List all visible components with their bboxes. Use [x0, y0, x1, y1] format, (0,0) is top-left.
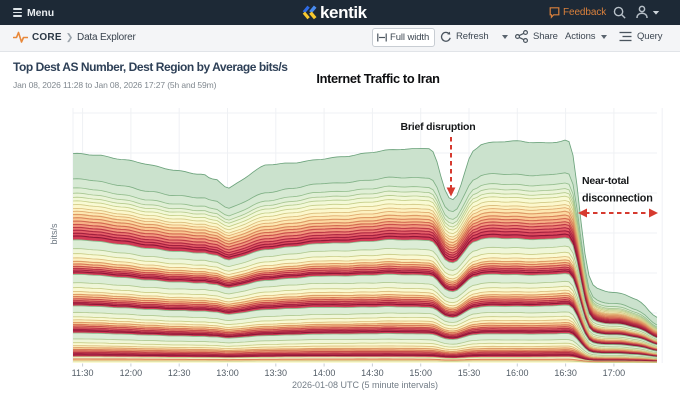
svg-text:11:30: 11:30	[72, 368, 94, 378]
svg-text:bits/s: bits/s	[49, 223, 59, 245]
svg-text:16:00: 16:00	[506, 368, 529, 378]
svg-text:15:30: 15:30	[458, 368, 481, 378]
svg-text:14:30: 14:30	[361, 368, 384, 378]
svg-text:Brief disruption: Brief disruption	[401, 121, 476, 133]
svg-text:2026-01-08 UTC (5 minute inter: 2026-01-08 UTC (5 minute intervals)	[292, 380, 438, 390]
svg-text:16:30: 16:30	[554, 368, 577, 378]
svg-text:14:00: 14:00	[313, 368, 336, 378]
svg-text:12:00: 12:00	[120, 368, 143, 378]
svg-text:15:00: 15:00	[409, 368, 432, 378]
svg-text:13:30: 13:30	[265, 368, 288, 378]
svg-text:12:30: 12:30	[168, 368, 191, 378]
svg-text:13:00: 13:00	[216, 368, 239, 378]
svg-text:Near-total: Near-total	[582, 175, 629, 187]
svg-text:17:00: 17:00	[603, 368, 626, 378]
svg-text:disconnection: disconnection	[582, 193, 653, 205]
